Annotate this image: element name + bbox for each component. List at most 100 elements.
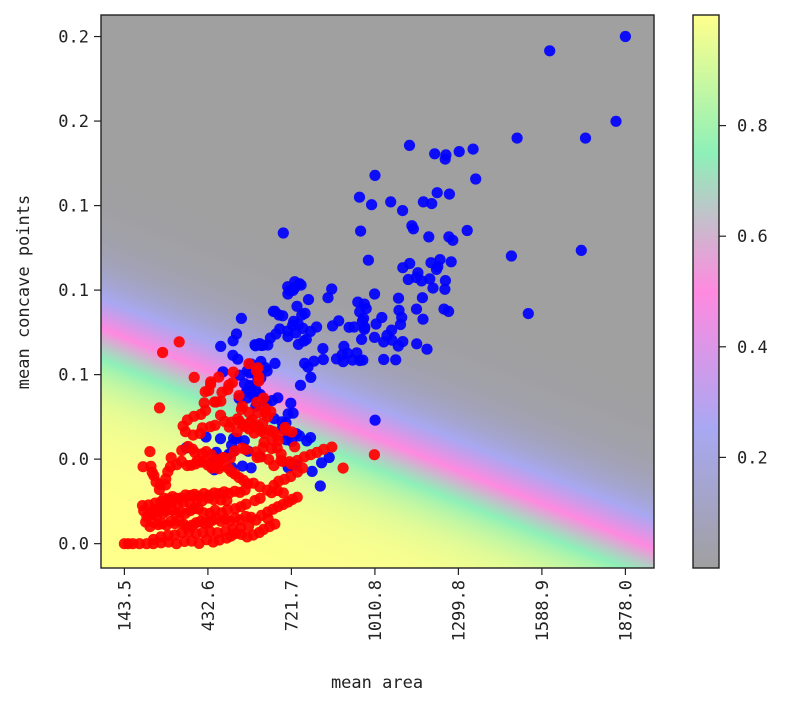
data-point	[439, 275, 451, 287]
data-point	[356, 333, 368, 345]
data-point	[322, 292, 334, 304]
x-axis: 143.5 432.6 721.7 1010.8 1299.8 1588.9 1878.0	[115, 568, 636, 641]
y-tick-label: 0.2	[58, 112, 89, 132]
data-point	[429, 148, 441, 160]
data-point	[417, 196, 429, 208]
data-point	[411, 338, 423, 350]
data-point	[176, 444, 188, 457]
data-point	[214, 433, 227, 445]
data-points	[118, 30, 632, 550]
data-point	[225, 416, 237, 428]
data-point	[369, 414, 381, 426]
data-point	[245, 462, 257, 474]
data-point	[282, 331, 294, 343]
data-point	[357, 354, 369, 366]
data-point	[153, 402, 166, 414]
colorbar-frame	[692, 14, 720, 569]
colorbar-tick-label: 0.2	[737, 448, 768, 468]
data-point	[397, 205, 409, 217]
data-point	[285, 397, 297, 409]
data-point	[157, 346, 169, 359]
data-point	[239, 484, 251, 496]
data-point	[232, 353, 244, 365]
data-point	[294, 379, 307, 391]
data-point	[250, 446, 262, 458]
data-point	[215, 340, 227, 352]
data-point	[410, 303, 423, 315]
data-point	[385, 196, 397, 208]
data-point	[431, 187, 443, 199]
data-point	[394, 318, 407, 331]
data-point	[445, 256, 457, 268]
data-point	[416, 275, 428, 287]
data-point	[402, 273, 414, 286]
data-point	[259, 406, 271, 418]
data-point	[272, 392, 284, 404]
data-point	[235, 403, 247, 415]
x-tick-label: 1878.0	[616, 580, 636, 641]
data-point	[337, 462, 349, 474]
data-point	[302, 361, 314, 373]
data-point	[289, 441, 301, 453]
data-point	[421, 343, 433, 355]
data-point	[378, 336, 390, 348]
data-point	[447, 234, 459, 246]
x-tick-label: 1588.9	[533, 580, 553, 641]
data-point	[368, 449, 380, 461]
data-point	[370, 318, 382, 330]
data-point	[173, 336, 185, 348]
data-point	[544, 45, 556, 57]
data-point	[286, 426, 298, 438]
y-tick-label: 0.0	[58, 450, 89, 470]
data-point	[233, 390, 245, 402]
y-tick-label: 0.1	[58, 281, 89, 301]
data-point	[353, 191, 366, 203]
data-point	[302, 294, 315, 306]
data-point	[392, 292, 405, 304]
data-point	[511, 132, 523, 144]
data-point	[406, 220, 418, 232]
data-point	[306, 465, 318, 477]
colorbar: 0.2 0.4 0.6 0.8	[692, 14, 768, 569]
data-point	[277, 227, 289, 239]
data-point	[326, 441, 338, 453]
colorbar-tick-label: 0.4	[737, 338, 768, 358]
data-point	[227, 366, 239, 378]
data-point	[300, 333, 312, 345]
data-point	[392, 340, 404, 352]
series-red	[118, 336, 380, 550]
data-point	[425, 257, 437, 269]
x-tick-label: 1010.8	[366, 580, 386, 641]
data-point	[277, 310, 289, 322]
data-point	[210, 396, 222, 408]
data-point	[470, 173, 482, 185]
data-point	[579, 132, 592, 144]
data-point	[314, 480, 326, 492]
data-point	[287, 284, 299, 296]
data-point	[423, 231, 435, 243]
x-tick-label: 1299.8	[449, 580, 469, 641]
data-point	[467, 143, 479, 155]
data-point	[352, 296, 364, 308]
data-point	[209, 419, 221, 431]
data-point	[417, 313, 429, 325]
data-point	[282, 408, 294, 420]
x-tick-label: 143.5	[115, 580, 135, 631]
data-point	[369, 288, 381, 300]
data-point	[439, 153, 451, 165]
y-tick-label: 0.1	[58, 366, 89, 386]
data-point	[443, 188, 455, 200]
data-point	[368, 331, 381, 343]
data-point	[317, 343, 329, 355]
data-point	[317, 353, 329, 366]
data-point	[505, 250, 517, 262]
data-point	[236, 460, 249, 472]
data-point	[358, 312, 370, 324]
data-point	[397, 262, 409, 274]
data-point	[427, 282, 439, 294]
data-point	[291, 300, 303, 312]
data-point	[305, 371, 317, 383]
data-point	[251, 396, 263, 408]
data-point	[337, 356, 349, 368]
